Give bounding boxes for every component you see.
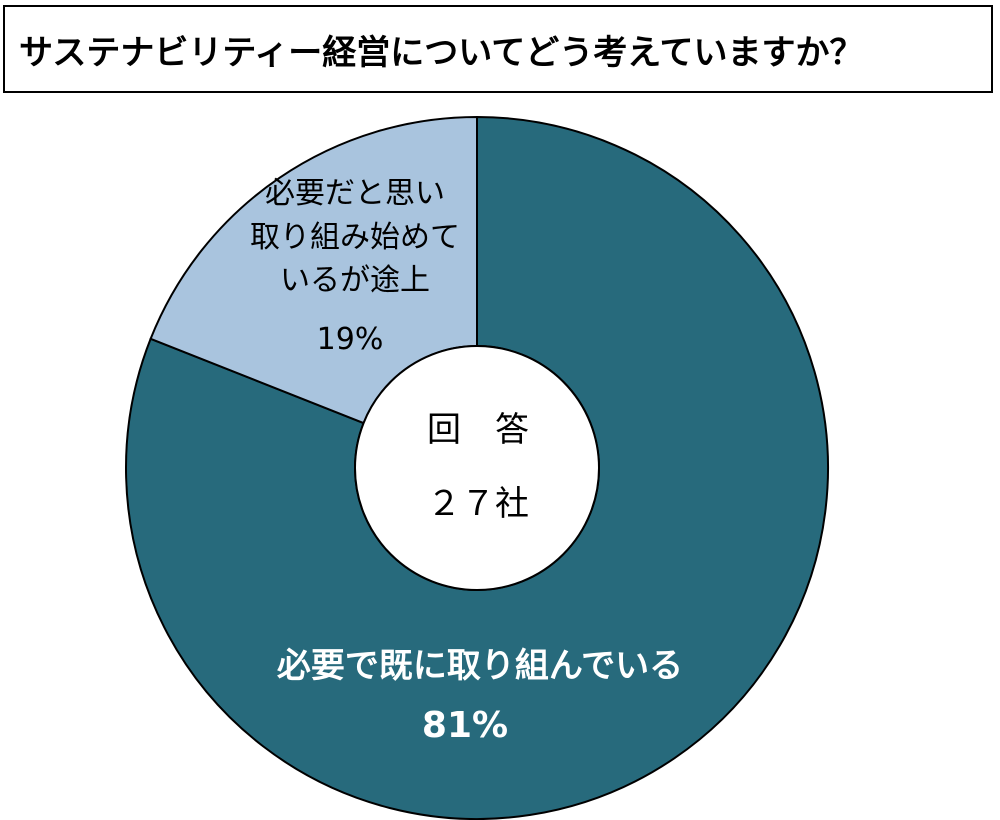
slice-label: 必要だと思い 取り組み始めて いるが途上 bbox=[250, 176, 460, 298]
value-label: 19% bbox=[316, 322, 384, 357]
center-label: 回 答 bbox=[427, 410, 529, 450]
donut-hole bbox=[354, 345, 600, 591]
slice-label: 必要で既に取り組んでいる bbox=[276, 646, 684, 686]
chart-title: サステナビリティー経営についてどう考えていますか？ bbox=[3, 5, 993, 93]
center-label: ２７社 bbox=[427, 484, 529, 524]
value-label: 81% bbox=[421, 705, 509, 746]
